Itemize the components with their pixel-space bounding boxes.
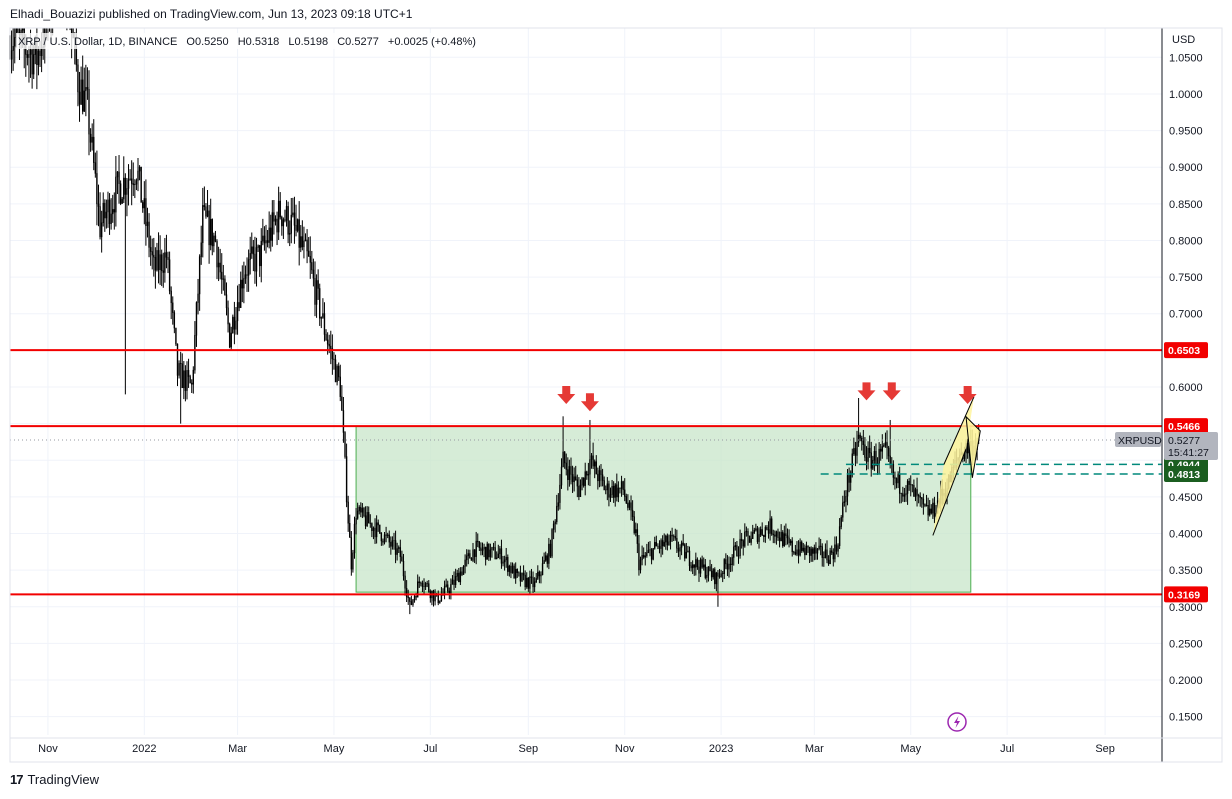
tradingview-brand: TradingView <box>27 772 100 787</box>
down-arrow-marker <box>882 382 901 401</box>
legend-high-label: H <box>238 36 246 48</box>
y-tick-label: 0.8500 <box>1169 199 1203 211</box>
down-arrow-marker <box>557 385 576 404</box>
legend-low-value: 0.5198 <box>295 36 329 48</box>
legend-open-label: O <box>186 36 195 48</box>
level-price-tag <box>1164 342 1208 359</box>
y-tick-label: 0.2000 <box>1169 675 1203 687</box>
legend-symbol: XRP / U.S. Dollar, 1D, BINANCE <box>18 36 177 48</box>
current-price-tag <box>1164 431 1218 460</box>
level-price-tag <box>1164 465 1208 482</box>
y-tick-label: 0.3000 <box>1169 602 1203 614</box>
x-tick-label: 2023 <box>709 743 733 755</box>
x-tick-label: Nov <box>615 743 635 755</box>
countdown-label: 15:41:27 <box>1168 447 1209 459</box>
legend-open-value: 0.5250 <box>195 36 229 48</box>
legend-close-value: 0.5277 <box>345 36 379 48</box>
svg-text:XRP / U.S. Dollar, 1D, BINANCE: XRP / U.S. Dollar, 1D, BINANCE O0.5250 H… <box>18 36 476 48</box>
x-tick-label: May <box>324 743 345 755</box>
level-price-tag <box>1164 418 1208 435</box>
level-price-tag <box>1164 586 1208 603</box>
plot-border <box>9 27 1223 763</box>
level-price-label: 0.6503 <box>1168 345 1200 357</box>
axes: 0.1500 0.2000 0.2500 0.3000 0.3500 0.4000 0.45… <box>9 27 1223 763</box>
legend-close-label: C <box>337 36 345 48</box>
bolt-icon[interactable] <box>947 712 967 732</box>
legend-low-label: L <box>288 36 294 48</box>
pennant-triangle <box>965 415 981 478</box>
legend-change: +0.0025 (+0.48%) <box>388 36 476 48</box>
x-tick-label: 2022 <box>132 743 156 755</box>
x-tick-label: Nov <box>38 743 58 755</box>
y-tick-label: 0.4000 <box>1169 529 1203 541</box>
x-tick-label: Sep <box>519 743 539 755</box>
y-tick-label: 0.3500 <box>1169 565 1203 577</box>
level-price-label: 0.5466 <box>1168 421 1200 433</box>
flag-top-line <box>943 396 975 465</box>
down-arrow-marker <box>580 393 599 412</box>
y-tick-label: 0.2500 <box>1169 638 1203 650</box>
ticker-label: XRPUSD <box>1118 435 1162 447</box>
levels <box>10 349 1162 596</box>
current-price-label: 0.5277 <box>1168 435 1200 447</box>
tradingview-mark-icon: 17 <box>10 772 24 787</box>
level-price-label: 0.3169 <box>1168 589 1200 601</box>
x-tick-label: Mar <box>228 743 247 755</box>
ticker-tag <box>1115 431 1161 447</box>
currency-label: USD <box>1172 34 1195 46</box>
y-tick-label: 0.8000 <box>1169 235 1203 247</box>
y-tick-label: 0.4500 <box>1169 492 1203 504</box>
down-arrow-marker <box>958 385 977 404</box>
drawings <box>557 382 981 536</box>
down-arrow-marker <box>857 382 876 401</box>
flag-channel-fill <box>932 396 974 536</box>
y-tick-label: 0.7500 <box>1169 272 1203 284</box>
flag-bottom-line <box>932 448 967 536</box>
x-tick-label: Jul <box>423 743 437 755</box>
publisher-header: Elhadi_Bouazizi published on TradingView… <box>10 7 413 21</box>
y-tick-label: 0.7000 <box>1169 309 1203 321</box>
y-tick-label: 0.1500 <box>1169 712 1203 724</box>
y-tick-label: 0.6000 <box>1169 382 1203 394</box>
x-tick-label: Sep <box>1095 743 1115 755</box>
legend-high-value: 0.5318 <box>246 36 280 48</box>
y-tick-label: 0.9500 <box>1169 126 1203 138</box>
y-tick-label: 0.9000 <box>1169 162 1203 174</box>
y-tick-label: 1.0500 <box>1169 52 1203 64</box>
x-tick-label: Jul <box>1000 743 1014 755</box>
x-tick-label: Mar <box>805 743 824 755</box>
tradingview-logo[interactable]: 17 TradingView <box>10 772 99 787</box>
legend-layer: XRP / U.S. Dollar, 1D, BINANCE O0.5250 H… <box>16 33 486 49</box>
y-tick-label: 1.0000 <box>1169 89 1203 101</box>
level-price-label: 0.4813 <box>1168 469 1200 481</box>
x-tick-label: May <box>900 743 921 755</box>
